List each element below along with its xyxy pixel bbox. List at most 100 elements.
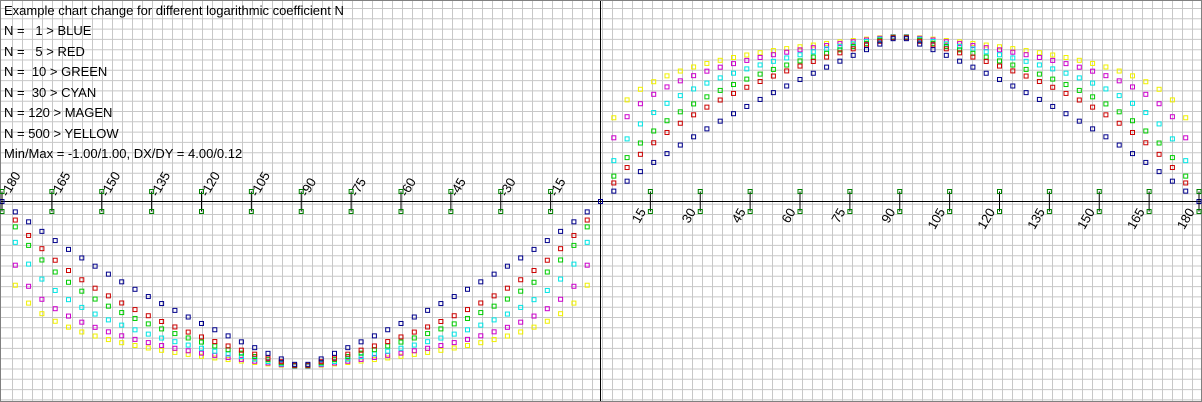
data-point	[997, 44, 1002, 50]
data-point	[797, 52, 803, 58]
data-point	[478, 300, 484, 306]
data-point	[159, 347, 165, 353]
x-tick-group: -180 -165 -150 -135 -120 -105 -90 -75 -60 -45 -30-…	[0, 169, 1202, 232]
data-point	[930, 47, 936, 53]
data-point	[425, 331, 431, 337]
data-point	[451, 340, 457, 346]
data-point	[451, 321, 457, 327]
legend-entry-cyan: N = 30 > CYAN	[4, 85, 96, 100]
data-point	[770, 66, 776, 72]
data-point	[119, 279, 125, 285]
data-point	[744, 103, 750, 109]
data-point	[358, 347, 364, 353]
data-point	[691, 73, 697, 79]
data-point	[1156, 169, 1162, 175]
x-tick-marker	[398, 209, 404, 214]
data-point	[39, 257, 45, 263]
data-point	[757, 54, 763, 60]
data-point	[1036, 50, 1042, 56]
data-point	[531, 324, 537, 330]
data-point	[611, 173, 617, 179]
data-point	[212, 355, 218, 361]
data-point	[664, 151, 670, 157]
data-point	[1036, 71, 1042, 77]
data-point	[26, 300, 32, 306]
data-point	[518, 255, 524, 261]
data-point	[1090, 94, 1096, 100]
data-point	[451, 331, 457, 337]
data-point	[465, 327, 470, 333]
x-tick-marker	[997, 209, 1002, 214]
x-tick-marker	[298, 189, 304, 194]
data-point	[105, 317, 111, 323]
data-point	[677, 109, 683, 115]
x-tick-marker	[248, 209, 254, 214]
data-point	[12, 224, 18, 230]
data-point	[757, 96, 763, 102]
data-point	[26, 242, 32, 248]
data-point	[371, 343, 377, 349]
data-point	[677, 78, 683, 84]
data-point	[957, 58, 963, 64]
data-point	[731, 55, 736, 61]
x-tick-label: 15	[629, 206, 649, 226]
data-point	[385, 327, 391, 333]
data-point	[145, 321, 151, 327]
data-point	[770, 58, 776, 64]
data-point	[1169, 178, 1175, 184]
data-point	[850, 52, 856, 58]
data-point	[731, 111, 736, 117]
data-point	[624, 165, 630, 171]
data-point	[757, 71, 763, 77]
data-point	[584, 217, 590, 223]
data-point	[584, 282, 590, 288]
x-tick-marker	[797, 209, 803, 214]
data-point	[105, 337, 111, 343]
data-point	[584, 239, 590, 245]
data-point	[1090, 68, 1096, 74]
data-point	[864, 42, 869, 48]
x-tick-marker	[548, 189, 554, 194]
x-tick-marker	[1046, 209, 1052, 214]
data-point	[1063, 70, 1069, 76]
x-tick-marker	[49, 209, 55, 214]
data-point	[39, 246, 45, 252]
data-point	[1169, 136, 1175, 142]
data-point	[79, 304, 85, 310]
data-point	[438, 343, 444, 349]
x-tick-label: 90	[878, 206, 898, 226]
data-point	[185, 342, 191, 348]
data-point	[1010, 83, 1016, 89]
data-point	[398, 339, 404, 345]
data-point	[584, 209, 590, 215]
data-point	[92, 296, 98, 302]
data-point	[398, 350, 404, 356]
x-tick-marker	[997, 189, 1002, 194]
data-point	[132, 336, 138, 342]
data-point	[1130, 118, 1135, 124]
x-tick-marker	[697, 209, 703, 214]
data-point	[611, 115, 617, 121]
data-point	[292, 361, 298, 367]
legend-entry-yellow: N = 500 > YELLOW	[4, 126, 119, 141]
data-point	[451, 313, 457, 319]
x-tick-marker	[947, 189, 953, 194]
series-group	[0, 34, 1202, 369]
data-point	[797, 63, 803, 69]
chart-title: Example chart change for different logar…	[4, 3, 344, 18]
data-point	[518, 329, 524, 335]
data-point	[558, 257, 564, 263]
data-point	[637, 140, 643, 146]
data-point	[79, 277, 85, 283]
data-point	[491, 293, 497, 299]
data-point	[1036, 78, 1042, 84]
data-point	[465, 336, 470, 342]
data-point	[744, 52, 750, 58]
data-point	[651, 159, 657, 165]
data-point	[1076, 118, 1082, 124]
data-point	[238, 356, 244, 362]
data-point	[478, 310, 484, 316]
data-point	[371, 354, 377, 360]
data-point	[1156, 140, 1162, 146]
data-point	[1036, 54, 1042, 60]
